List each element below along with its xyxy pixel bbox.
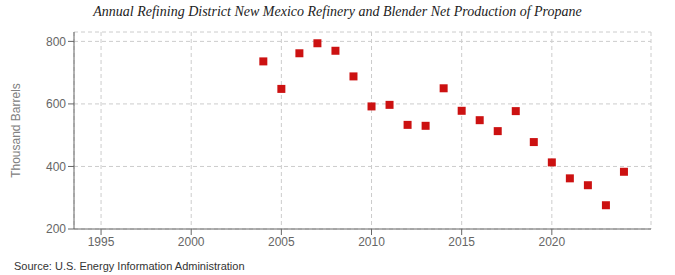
svg-text:2000: 2000 (178, 235, 205, 249)
svg-text:Thousand Barrels: Thousand Barrels (9, 83, 23, 178)
svg-text:2010: 2010 (358, 235, 385, 249)
svg-text:2015: 2015 (448, 235, 475, 249)
html-text:Annual Refining District New M: Annual Refining District New Mexico Refi… (93, 4, 582, 19)
svg-text:2005: 2005 (268, 235, 295, 249)
html-text:Source: U.S. Energy Informatio: Source: U.S. Energy Information Administ… (14, 260, 245, 272)
svg-text:800: 800 (46, 35, 66, 49)
svg-text:200: 200 (46, 222, 66, 236)
svg-text:1995: 1995 (88, 235, 115, 249)
svg-text:400: 400 (46, 160, 66, 174)
svg-text:2020: 2020 (538, 235, 565, 249)
svg-text:600: 600 (46, 97, 66, 111)
